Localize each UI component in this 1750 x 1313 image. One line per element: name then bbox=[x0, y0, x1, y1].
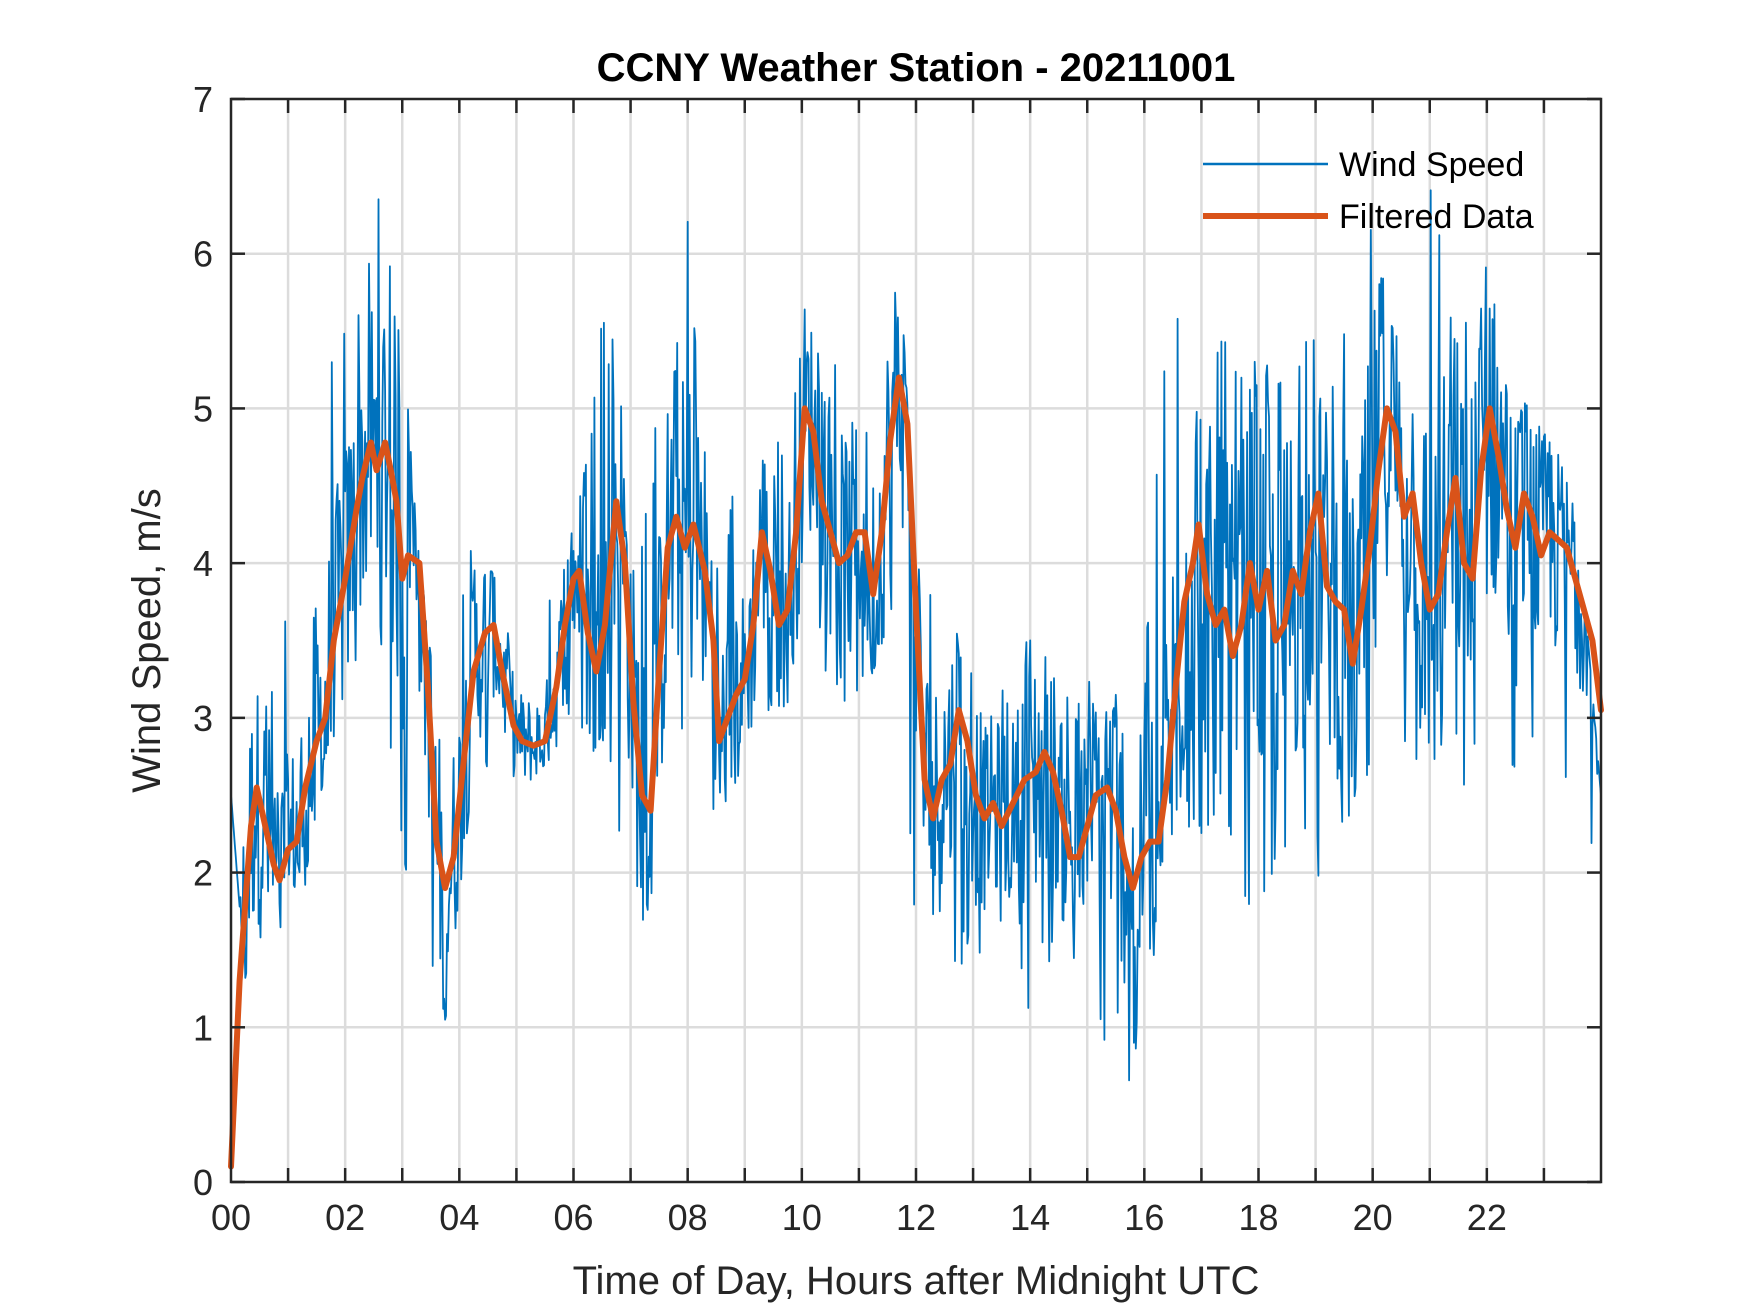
y-tick-labels: 0 1 2 3 4 5 6 7 bbox=[193, 79, 213, 1203]
axes bbox=[229, 97, 1603, 1184]
data-series bbox=[228, 189, 1604, 1170]
y-tick-label: 3 bbox=[193, 698, 213, 739]
legend-label-wind-speed: Wind Speed bbox=[1339, 146, 1524, 184]
x-tick-label: 22 bbox=[1467, 1197, 1507, 1238]
x-tick-label: 18 bbox=[1238, 1197, 1278, 1238]
x-tick-labels: 00 02 04 06 08 10 12 14 16 18 20 22 bbox=[211, 1197, 1507, 1238]
y-tick-label: 5 bbox=[193, 388, 213, 429]
x-tick-label: 20 bbox=[1353, 1197, 1393, 1238]
y-tick-label: 4 bbox=[193, 543, 213, 584]
x-tick-label: 02 bbox=[325, 1197, 365, 1238]
chart-title: CCNY Weather Station - 20211001 bbox=[597, 46, 1236, 90]
legend-label-filtered-data: Filtered Data bbox=[1339, 198, 1534, 236]
x-tick-label: 08 bbox=[668, 1197, 708, 1238]
y-tick-label: 0 bbox=[193, 1162, 213, 1203]
x-tick-label: 10 bbox=[782, 1197, 822, 1238]
x-tick-label: 16 bbox=[1124, 1197, 1164, 1238]
y-tick-label: 2 bbox=[193, 853, 213, 894]
y-tick-label: 7 bbox=[193, 79, 213, 120]
x-tick-label: 06 bbox=[553, 1197, 593, 1238]
legend: Wind Speed Filtered Data bbox=[1203, 146, 1534, 236]
y-tick-label: 1 bbox=[193, 1007, 213, 1048]
x-tick-label: 14 bbox=[1010, 1197, 1050, 1238]
x-axis-label: Time of Day, Hours after Midnight UTC bbox=[573, 1259, 1260, 1303]
x-tick-label: 04 bbox=[439, 1197, 479, 1238]
y-axis-label: Wind Speed, m/s bbox=[125, 488, 169, 793]
series-filtered-data-line bbox=[228, 374, 1604, 1170]
y-tick-label: 6 bbox=[193, 234, 213, 275]
x-tick-label: 00 bbox=[211, 1197, 251, 1238]
x-tick-label: 12 bbox=[896, 1197, 936, 1238]
